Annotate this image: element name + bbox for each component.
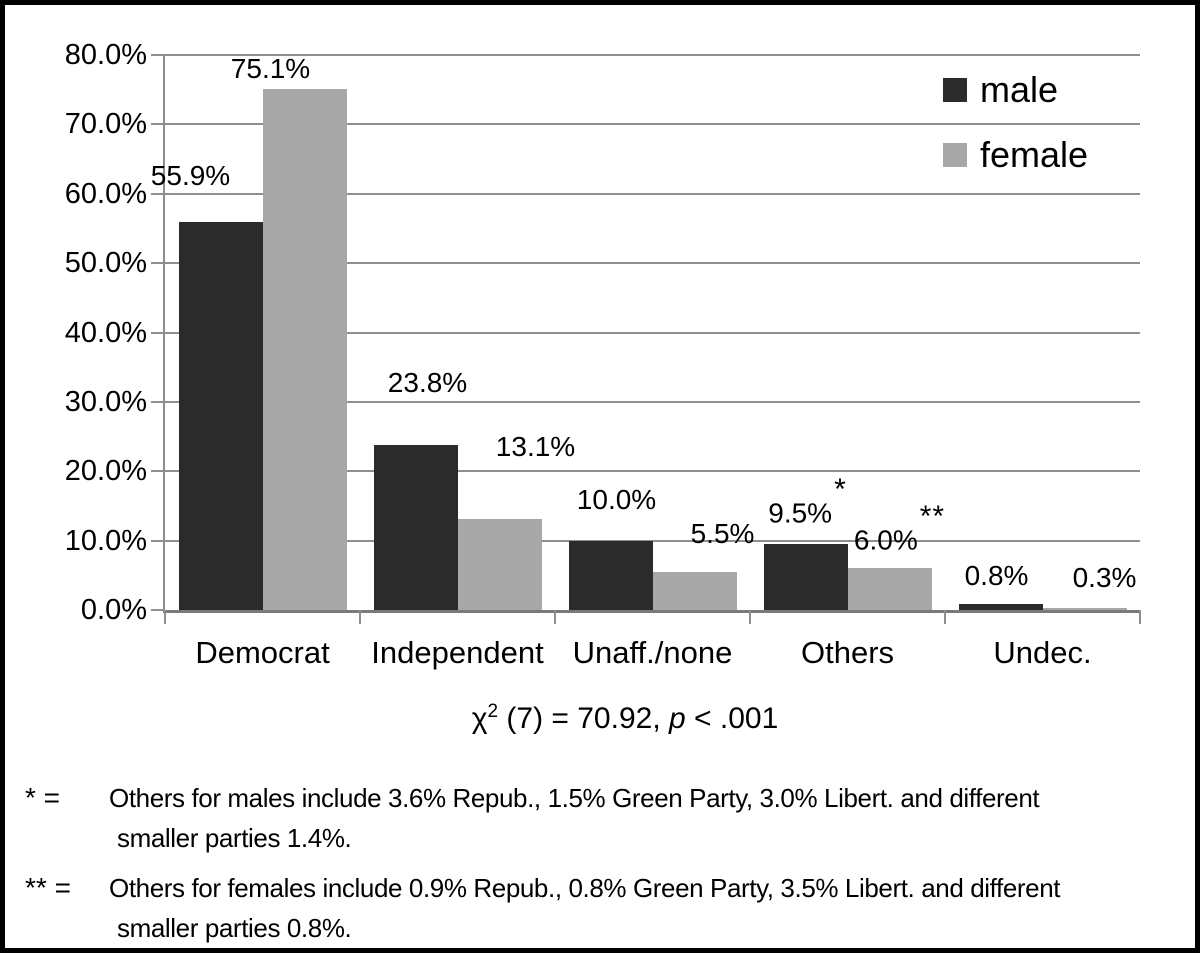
y-tick-label-60: 60.0% — [64, 177, 147, 210]
y-tick-20 — [151, 470, 165, 473]
bar-value-female-undec: 0.3% — [1072, 561, 1137, 593]
footnote-ref-female-others: ** — [919, 500, 946, 534]
bar-male-democrat — [178, 222, 263, 610]
gridline-60 — [165, 192, 1140, 195]
legend-swatch-male — [943, 78, 967, 102]
footnote-1-line-1: Others for males include 3.6% Repub., 1.… — [109, 783, 1040, 813]
legend-item-female: female — [943, 130, 1088, 180]
bar-female-unaff-none — [652, 571, 737, 610]
bar-value-label-female-unaff-none: 5.5% — [691, 518, 755, 550]
y-tick-label-0: 0.0% — [80, 594, 147, 626]
y-tick-label-10: 10.0% — [64, 524, 147, 557]
bar-value-female-independent: 13.1% — [495, 431, 576, 463]
bar-female-democrat — [262, 89, 347, 610]
bar-male-independent — [373, 444, 458, 610]
gridline-30 — [165, 400, 1140, 403]
chi-middle: (7) = 70.92, — [498, 702, 669, 735]
footnote-text-2: Others for females include 0.9% Repub., … — [109, 868, 1060, 948]
category-label-undec: Undec. — [993, 635, 1092, 670]
bar-female-independent — [457, 519, 542, 610]
y-tick-label-20: 20.0% — [64, 455, 147, 488]
plot-area: 55.9% 23.8% 10.0% 9.5%* 0.8% 75.1% 13.1% 5.5% 6.… — [151, 53, 1140, 613]
bar-value-label-male-others: 9.5%* — [768, 473, 847, 529]
gridline-80 — [165, 54, 1140, 56]
bar-value-male-others: 9.5% — [768, 497, 833, 529]
legend: male female — [943, 65, 1088, 195]
y-tick-label-70: 70.0% — [64, 108, 147, 141]
x-tick-4 — [944, 610, 946, 624]
bar-female-others — [847, 568, 932, 610]
y-tick-40 — [151, 331, 165, 334]
footnote-marker-2: ** = — [25, 872, 71, 903]
bar-value-female-unaff-none: 5.5% — [690, 517, 755, 549]
footnote-2-line-1: Others for females include 0.9% Repub., … — [109, 873, 1061, 903]
gridline-40 — [165, 331, 1140, 334]
footnote-1-line-2: smaller parties 1.4%. — [117, 823, 352, 853]
gridline-10 — [165, 539, 1140, 542]
p-value: < .001 — [685, 702, 779, 735]
bar-value-male-unaff-none: 10.0% — [576, 483, 657, 515]
y-tick-label-50: 50.0% — [64, 247, 147, 280]
legend-item-male: male — [943, 65, 1088, 115]
y-tick-30 — [151, 400, 165, 403]
footnote-marker-1: * = — [25, 782, 61, 813]
y-tick-50 — [151, 262, 165, 265]
category-label-democrat: Democrat — [195, 635, 330, 670]
legend-label-male: male — [980, 69, 1059, 110]
footnote-double-asterisk: ** = Others for females include 0.9% Rep… — [25, 868, 1185, 948]
x-tick-2 — [554, 610, 556, 624]
bar-value-female-others: 6.0% — [853, 524, 918, 556]
y-tick-label-80: 80.0% — [64, 39, 147, 71]
bar-value-male-undec: 0.8% — [964, 560, 1029, 592]
category-label-unaff-none: Unaff./none — [572, 635, 733, 670]
bar-value-label-male-independent: 23.8% — [388, 367, 467, 399]
bar-value-male-independent: 23.8% — [387, 366, 468, 398]
footnote-text-1: Others for males include 3.6% Repub., 1.… — [109, 778, 1040, 858]
bar-female-undec — [1042, 607, 1127, 610]
y-tick-label-40: 40.0% — [64, 316, 147, 349]
y-tick-0 — [151, 609, 165, 611]
x-tick-0 — [164, 610, 166, 624]
y-tick-label-30: 30.0% — [64, 385, 147, 418]
chi-square-annotation: χ2 (7) = 70.92, p < .001 — [45, 701, 1195, 736]
bar-male-others — [763, 544, 848, 610]
footnote-single-asterisk: * = Others for males include 3.6% Repub.… — [25, 778, 1185, 858]
x-axis-line — [163, 610, 1140, 613]
footnotes: * = Others for males include 3.6% Repub.… — [25, 778, 1185, 948]
bar-value-label-male-unaff-none: 10.0% — [577, 484, 656, 516]
gridline-20 — [165, 470, 1140, 473]
bar-value-label-female-democrat: 75.1% — [231, 53, 310, 85]
bar-value-label-male-undec: 0.8% — [965, 560, 1029, 592]
footnote-ref-male-others: * — [834, 472, 847, 506]
y-tick-80 — [151, 54, 165, 56]
bar-male-unaff-none — [568, 540, 653, 610]
y-tick-70 — [151, 123, 165, 126]
gridline-50 — [165, 262, 1140, 265]
x-tick-1 — [359, 610, 361, 624]
bar-value-label-male-democrat: 55.9% — [151, 160, 230, 192]
bar-value-male-democrat: 55.9% — [150, 160, 231, 192]
p-symbol: p — [669, 702, 686, 735]
category-label-independent: Independent — [371, 635, 544, 670]
chi-exponent: 2 — [487, 701, 499, 722]
bar-value-label-female-undec: 0.3% — [1073, 562, 1137, 594]
bar-value-label-female-independent: 13.1% — [496, 431, 575, 463]
legend-label-female: female — [980, 134, 1089, 175]
footnote-2-line-2: smaller parties 0.8%. — [117, 913, 352, 943]
category-label-others: Others — [800, 635, 895, 670]
x-tick-5 — [1139, 610, 1141, 624]
bar-value-label-female-others: 6.0%** — [853, 501, 945, 556]
gridline-70 — [165, 123, 1140, 126]
bar-male-undec — [958, 604, 1043, 610]
y-tick-60 — [151, 192, 165, 195]
chi-symbol: χ — [471, 702, 488, 735]
legend-swatch-female — [943, 143, 967, 167]
bar-value-female-democrat: 75.1% — [230, 53, 311, 84]
y-tick-10 — [151, 539, 165, 542]
x-tick-3 — [749, 610, 751, 624]
